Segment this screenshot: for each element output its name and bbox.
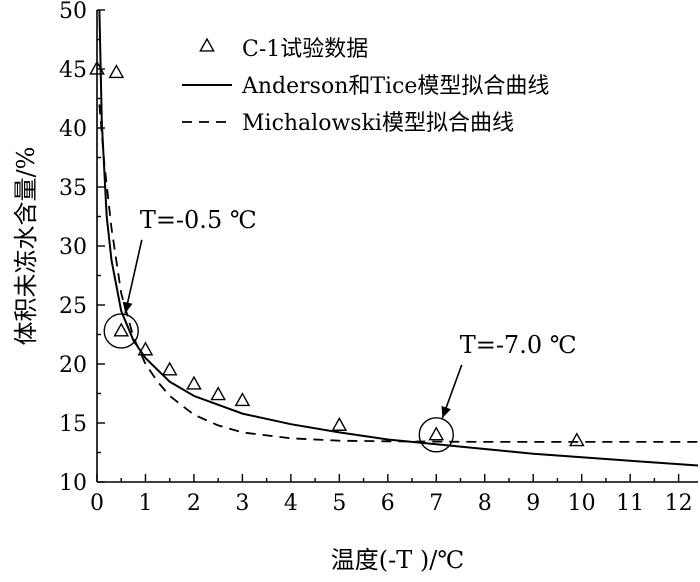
y-tick-label: 35 [59, 176, 87, 201]
x-tick-label: 1 [138, 491, 152, 516]
data-point-triangle [137, 341, 154, 356]
data-point-triangle [113, 322, 130, 337]
legend-label: C-1试验数据 [242, 37, 368, 62]
y-tick-label: 45 [59, 58, 87, 83]
y-tick-label: 10 [59, 471, 87, 496]
x-tick-label: 0 [90, 491, 104, 516]
x-tick-label: 10 [568, 491, 596, 516]
data-point-triangle [568, 432, 585, 447]
x-tick-label: 2 [187, 491, 201, 516]
x-tick-label: 4 [284, 491, 298, 516]
x-tick-label: 5 [332, 491, 346, 516]
y-tick-label: 30 [59, 235, 87, 260]
data-point-triangle [161, 361, 178, 376]
highlight-circle [418, 417, 454, 453]
x-tick-label: 3 [235, 491, 249, 516]
data-point-triangle [234, 392, 251, 407]
y-tick-label: 15 [59, 412, 87, 437]
x-tick-label: 9 [526, 491, 540, 516]
arrow-head [441, 405, 451, 418]
x-tick-label: 11 [616, 491, 644, 516]
x-tick-label: 12 [665, 491, 693, 516]
x-tick-label: 8 [478, 491, 492, 516]
legend-label: Anderson和Tice模型拟合曲线 [241, 74, 549, 99]
y-tick-label: 25 [59, 294, 87, 319]
x-tick-label: 7 [429, 491, 443, 516]
x-tick-label: 6 [381, 491, 395, 516]
series-line-michalowski [98, 104, 698, 443]
annotation-label: T=-0.5 ℃ [140, 206, 257, 234]
annotation-arrow [124, 239, 143, 314]
legend: C-1试验数据 Anderson和Tice模型拟合曲线 Michalowski模型拟… [182, 37, 549, 136]
data-point-triangle [186, 375, 202, 390]
y-axis-title: 体积未冻水含量/% [12, 147, 40, 346]
y-tick-label: 40 [59, 117, 87, 142]
data-point-triangle [428, 426, 445, 441]
x-axis-title: 温度(-T )/℃ [331, 546, 464, 574]
legend-label: Michalowski模型拟合曲线 [242, 111, 514, 136]
series-line-anderson-tice [98, 9, 699, 467]
legend-marker-triangle [199, 37, 215, 52]
data-point-triangle [210, 386, 227, 401]
y-tick-label: 50 [59, 0, 87, 24]
data-point-triangle [331, 416, 348, 431]
highlight-circle [103, 313, 139, 349]
arrow-head [122, 301, 133, 314]
data-point-triangle [108, 64, 125, 79]
y-tick-label: 20 [59, 353, 87, 378]
plot-area [89, 9, 699, 467]
annotation-label: T=-7.0 ℃ [460, 331, 577, 359]
annotations: T=-0.5 ℃ T=-7.0 ℃ [103, 206, 577, 453]
